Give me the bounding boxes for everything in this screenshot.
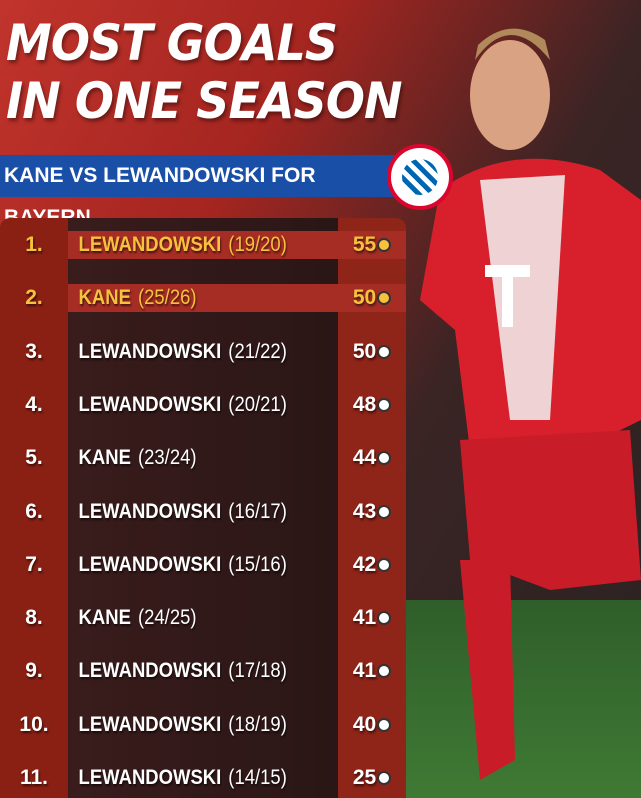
season: (15/16) xyxy=(228,552,287,576)
rank: 2. xyxy=(25,286,43,310)
goals-value: 40 xyxy=(352,712,377,736)
goals: 41 xyxy=(338,659,406,683)
table-row: 4. LEWANDOWSKI (20/21) 48 xyxy=(0,391,406,419)
table-row: 6. LEWANDOWSKI (16/17) 43 xyxy=(0,498,406,526)
title-line-2: IN ONE SEASON xyxy=(6,72,403,130)
football-icon xyxy=(377,504,392,519)
rank: 4. xyxy=(25,392,43,416)
season: (18/19) xyxy=(228,712,287,736)
goals: 42 xyxy=(338,553,406,577)
page-title: MOST GOALS IN ONE SEASON xyxy=(6,14,403,130)
season: (16/17) xyxy=(228,499,287,523)
player: LEWANDOWSKI xyxy=(78,552,222,576)
player: LEWANDOWSKI xyxy=(78,712,222,736)
table-row: 8. KANE (24/25) 41 xyxy=(0,604,406,632)
player: LEWANDOWSKI xyxy=(78,766,222,789)
player-photo xyxy=(420,28,641,780)
rank: 7. xyxy=(25,552,43,576)
goals: 50 xyxy=(338,286,406,310)
table-row: 2. KANE (25/26) 50 xyxy=(0,284,406,313)
season: (19/20) xyxy=(228,233,287,256)
season: (23/24) xyxy=(137,446,197,470)
player: LEWANDOWSKI xyxy=(78,233,222,256)
player-name: KANE (24/25) xyxy=(68,606,306,630)
player-name: LEWANDOWSKI (15/16) xyxy=(68,553,306,577)
player-name: LEWANDOWSKI (21/22) xyxy=(68,340,306,364)
season: (17/18) xyxy=(228,659,287,683)
table-row: 3. LEWANDOWSKI (21/22) 50 xyxy=(0,338,406,366)
player: LEWANDOWSKI xyxy=(78,499,222,523)
rank: 9. xyxy=(25,659,43,683)
football-icon xyxy=(377,238,392,252)
goals: 50 xyxy=(338,340,406,364)
rank: 10. xyxy=(19,712,49,736)
player-name: KANE (23/24) xyxy=(68,446,306,470)
goals-value: 42 xyxy=(352,552,377,576)
goals-value: 44 xyxy=(352,446,377,470)
football-icon xyxy=(377,771,392,785)
football-icon xyxy=(377,611,392,626)
season: (14/15) xyxy=(228,766,287,789)
season: (25/26) xyxy=(137,286,197,310)
title-line-1: MOST GOALS xyxy=(6,14,338,72)
season: (21/22) xyxy=(228,339,287,363)
table-row: 5. KANE (23/24) 44 xyxy=(0,444,406,472)
fc-bayern-logo xyxy=(387,144,453,210)
season: (24/25) xyxy=(137,606,197,630)
goals-value: 55 xyxy=(352,233,377,256)
ranking-table: 1. LEWANDOWSKI (19/20) 55 2. KANE (25/26) 5… xyxy=(0,218,406,798)
goals: 43 xyxy=(338,500,406,524)
player-name: LEWANDOWSKI (16/17) xyxy=(68,500,306,524)
player: LEWANDOWSKI xyxy=(78,392,222,416)
football-icon xyxy=(377,451,392,466)
rank: 11. xyxy=(19,766,49,789)
goals: 44 xyxy=(338,446,406,470)
rank: 6. xyxy=(25,499,43,523)
goals: 55 xyxy=(338,233,406,257)
player: LEWANDOWSKI xyxy=(78,659,222,683)
subtitle-banner: KANE VS LEWANDOWSKI FOR BAYERN xyxy=(0,155,400,229)
table-row: 11. LEWANDOWSKI (14/15) 25 xyxy=(0,764,406,792)
table-row: 9. LEWANDOWSKI (17/18) 41 xyxy=(0,657,406,685)
goals-value: 43 xyxy=(352,499,377,523)
player-name: LEWANDOWSKI (18/19) xyxy=(68,713,306,737)
goals: 40 xyxy=(338,713,406,737)
player-name: LEWANDOWSKI (14/15) xyxy=(68,766,306,790)
rank: 1. xyxy=(25,233,43,256)
rank: 3. xyxy=(25,339,43,363)
football-icon xyxy=(377,291,392,306)
football-icon xyxy=(377,344,392,359)
player-name: LEWANDOWSKI (20/21) xyxy=(68,393,306,417)
football-icon xyxy=(377,557,392,572)
goals-value: 25 xyxy=(352,766,377,789)
season: (20/21) xyxy=(228,392,287,416)
football-icon xyxy=(377,397,392,412)
player: KANE xyxy=(78,446,131,470)
player-name: LEWANDOWSKI (19/20) xyxy=(68,233,306,257)
table-row: 10. LEWANDOWSKI (18/19) 40 xyxy=(0,711,406,739)
table-row: 1. LEWANDOWSKI (19/20) 55 xyxy=(0,231,406,259)
player-name: LEWANDOWSKI (17/18) xyxy=(68,659,306,683)
player-name: KANE (25/26) xyxy=(68,286,306,310)
goals: 25 xyxy=(338,766,406,790)
goals-value: 41 xyxy=(352,606,377,630)
pitch-background xyxy=(400,600,641,798)
goals-value: 50 xyxy=(352,339,377,363)
football-icon xyxy=(377,717,392,732)
player: LEWANDOWSKI xyxy=(78,339,222,363)
goals: 48 xyxy=(338,393,406,417)
player: KANE xyxy=(78,606,131,630)
rank: 5. xyxy=(25,446,43,470)
football-icon xyxy=(377,664,392,679)
table-row: 7. LEWANDOWSKI (15/16) 42 xyxy=(0,551,406,579)
goals-value: 48 xyxy=(352,392,377,416)
goals-value: 41 xyxy=(352,659,377,683)
goals-value: 50 xyxy=(352,286,377,310)
player: KANE xyxy=(78,286,131,310)
rank: 8. xyxy=(25,606,43,630)
goals: 41 xyxy=(338,606,406,630)
